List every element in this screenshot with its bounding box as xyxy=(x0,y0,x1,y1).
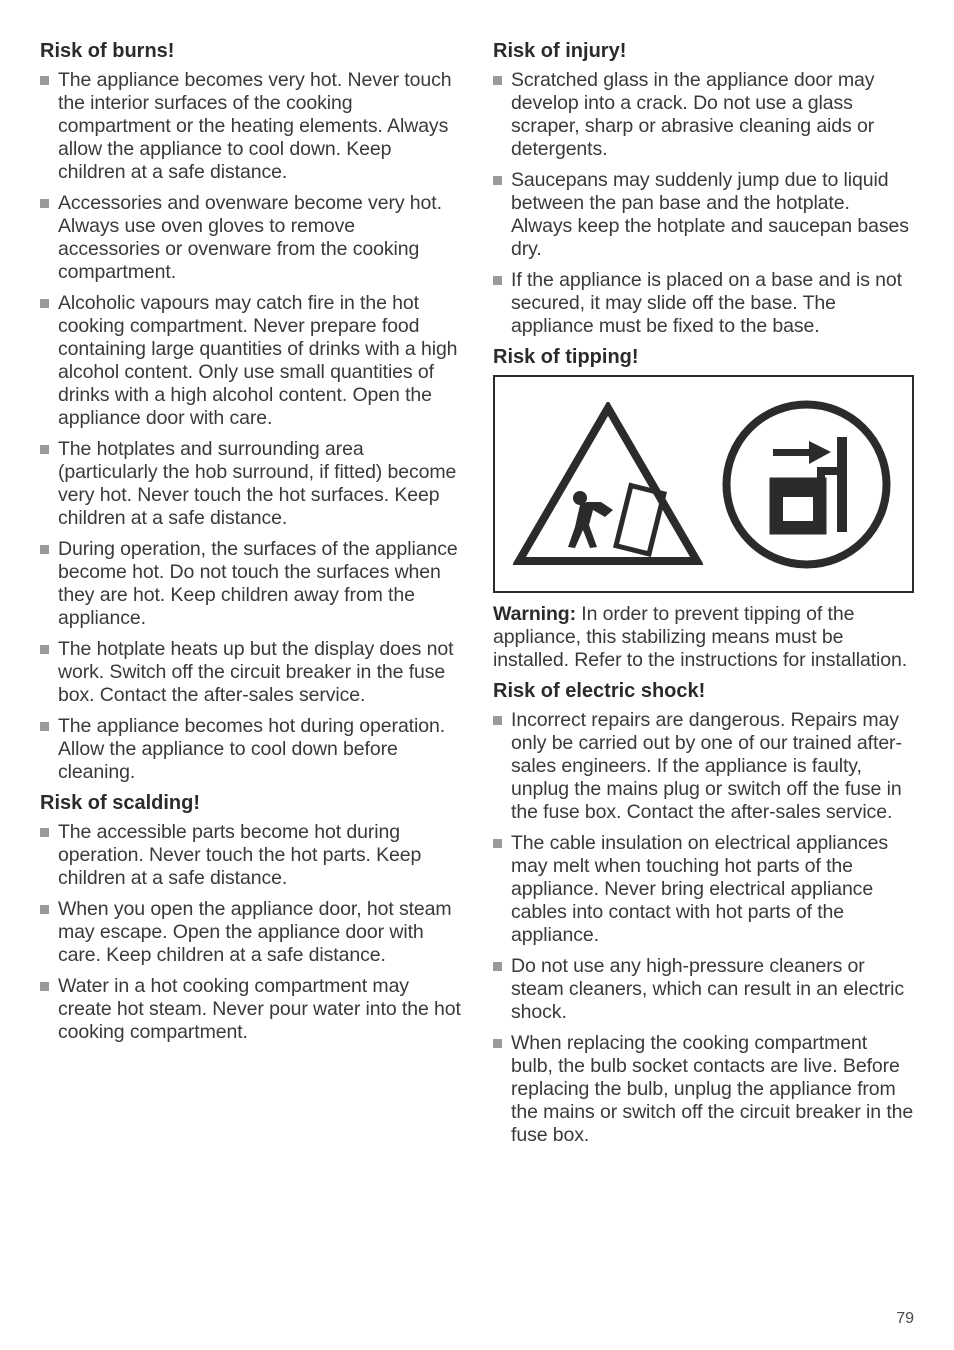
list-item: Do not use any high-pressure cleaners or… xyxy=(493,955,914,1024)
anti-tip-bracket-icon xyxy=(719,397,894,572)
list-item: The appliance becomes hot during operati… xyxy=(40,715,461,784)
list-item: The appliance becomes very hot. Never to… xyxy=(40,69,461,184)
list-item: The accessible parts become hot during o… xyxy=(40,821,461,890)
heading-injury: Risk of injury! xyxy=(493,40,914,63)
list-item: Saucepans may suddenly jump due to liqui… xyxy=(493,169,914,261)
list-item: If the appliance is placed on a base and… xyxy=(493,269,914,338)
list-item: The cable insulation on electrical appli… xyxy=(493,832,914,947)
left-column: Risk of burns! The appliance becomes ver… xyxy=(40,40,461,1155)
right-column: Risk of injury! Scratched glass in the a… xyxy=(493,40,914,1155)
tipping-figure xyxy=(493,375,914,593)
heading-tipping: Risk of tipping! xyxy=(493,346,914,369)
list-item: Accessories and ovenware become very hot… xyxy=(40,192,461,284)
warning-triangle-icon xyxy=(513,402,703,567)
list-item: Water in a hot cooking compartment may c… xyxy=(40,975,461,1044)
list-item: The hotplates and surrounding area (part… xyxy=(40,438,461,530)
heading-burns: Risk of burns! xyxy=(40,40,461,63)
list-scalding: The accessible parts become hot during o… xyxy=(40,821,461,1044)
list-item: Alcoholic vapours may catch fire in the … xyxy=(40,292,461,430)
page-number: 79 xyxy=(896,1310,914,1328)
heading-electric-shock: Risk of electric shock! xyxy=(493,680,914,703)
warning-paragraph: Warning: In order to prevent tipping of … xyxy=(493,603,914,672)
list-item: During operation, the surfaces of the ap… xyxy=(40,538,461,630)
two-column-layout: Risk of burns! The appliance becomes ver… xyxy=(40,40,914,1155)
list-electric-shock: Incorrect repairs are dangerous. Repairs… xyxy=(493,709,914,1147)
list-item: When you open the appliance door, hot st… xyxy=(40,898,461,967)
heading-scalding: Risk of scalding! xyxy=(40,792,461,815)
list-injury: Scratched glass in the appliance door ma… xyxy=(493,69,914,338)
warning-lead: Warning: xyxy=(493,603,576,625)
list-burns: The appliance becomes very hot. Never to… xyxy=(40,69,461,784)
list-item: Incorrect repairs are dangerous. Repairs… xyxy=(493,709,914,824)
list-item: When replacing the cooking compartment b… xyxy=(493,1032,914,1147)
list-item: Scratched glass in the appliance door ma… xyxy=(493,69,914,161)
list-item: The hotplate heats up but the display do… xyxy=(40,638,461,707)
